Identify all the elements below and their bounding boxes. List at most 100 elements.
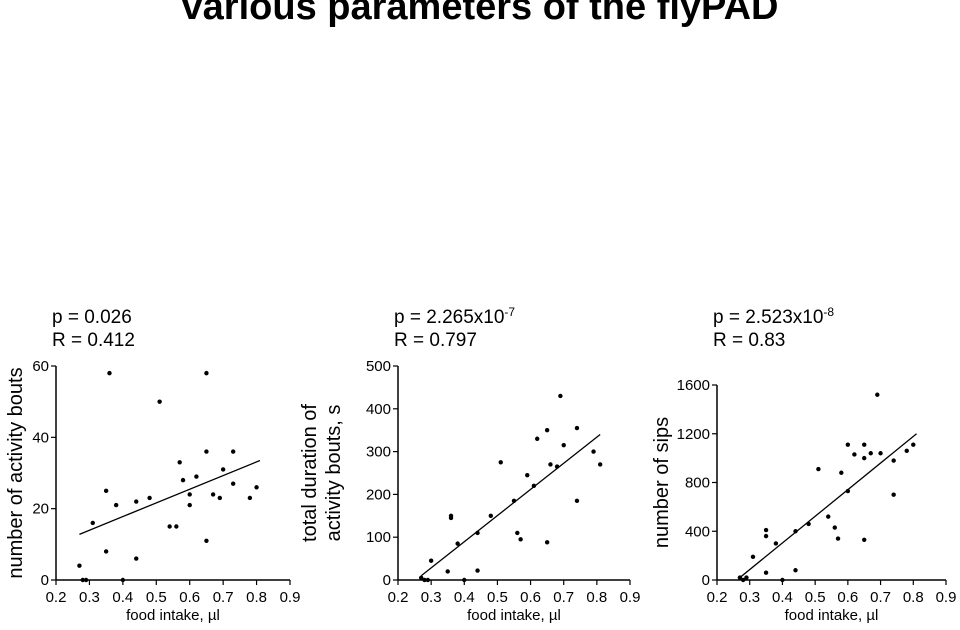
y-tick-label: 300 (366, 444, 391, 461)
regression-line (739, 433, 917, 579)
data-point (448, 515, 454, 521)
x-tick-label: 0.3 (79, 589, 100, 606)
data-point (574, 498, 580, 504)
x-tick-label: 0.2 (707, 589, 728, 606)
data-point (515, 530, 520, 536)
data-point (428, 558, 434, 563)
data-point (425, 577, 431, 583)
x-tick-label: 0.7 (870, 589, 891, 606)
y-tick-label: 0 (702, 572, 710, 589)
data-point (134, 499, 139, 504)
p-value-label: p = 2.523x10-8 (713, 305, 834, 328)
y-tick-label: 800 (685, 475, 710, 492)
data-point (419, 575, 424, 581)
data-point (544, 428, 550, 433)
x-tick-label: 0.9 (620, 589, 641, 606)
data-point (763, 570, 769, 575)
data-point (103, 488, 109, 494)
data-point (763, 533, 769, 539)
data-point (868, 451, 873, 456)
data-point (511, 498, 517, 504)
data-point (462, 577, 467, 583)
x-axis-label: food intake, µl (126, 607, 220, 624)
page-title: various parameters of the flyPAD (181, 0, 779, 28)
data-point (217, 495, 222, 501)
data-point (911, 442, 916, 447)
data-point (422, 577, 427, 583)
data-point (904, 448, 909, 454)
data-point (518, 537, 523, 542)
data-point (845, 488, 851, 494)
data-point (531, 483, 537, 489)
data-point (498, 460, 503, 465)
data-point (574, 425, 580, 431)
data-point (80, 577, 85, 583)
data-point (247, 495, 253, 501)
x-tick-label: 0.9 (936, 589, 957, 606)
y-tick-label: 0 (41, 572, 49, 589)
data-point (174, 524, 179, 529)
data-point (750, 554, 756, 560)
data-point (737, 575, 743, 580)
r-value-label: R = 0.797 (394, 330, 477, 351)
data-point (204, 538, 209, 543)
data-point (591, 449, 596, 454)
data-point (488, 513, 493, 518)
x-tick-label: 0.5 (805, 589, 826, 606)
data-point (862, 442, 867, 447)
p-value-label: p = 2.265x10-7 (394, 305, 515, 328)
x-tick-label: 0.2 (46, 589, 67, 606)
data-point (445, 569, 450, 574)
x-tick-label: 0.4 (112, 589, 133, 606)
data-point (535, 436, 540, 441)
data-point (875, 392, 880, 397)
data-point (561, 442, 566, 448)
x-tick-label: 0.4 (454, 589, 475, 606)
data-point (845, 442, 851, 447)
data-point (740, 577, 746, 583)
y-tick-label: 400 (685, 523, 710, 540)
y-axis-label: number of sips (651, 417, 673, 548)
x-tick-label: 0.3 (421, 589, 442, 606)
data-point (835, 536, 841, 541)
data-point (832, 525, 837, 530)
y-axis-label: activity bouts, s (323, 405, 345, 542)
data-point (780, 577, 785, 583)
y-axis-label: number of activity bouts (5, 367, 27, 578)
data-point (558, 393, 563, 399)
regression-line (79, 459, 261, 535)
p-value-label: p = 0.026 (52, 307, 132, 328)
data-point (83, 577, 89, 583)
x-tick-label: 0.3 (739, 589, 760, 606)
data-point (852, 452, 857, 457)
data-point (157, 399, 162, 404)
data-point (544, 540, 550, 545)
data-point (204, 449, 209, 454)
x-tick-label: 0.8 (246, 589, 267, 606)
data-point (793, 529, 798, 534)
x-tick-label: 0.6 (179, 589, 200, 606)
data-point (194, 474, 199, 479)
data-point (862, 537, 867, 542)
x-tick-label: 0.8 (586, 589, 607, 606)
r-value-label: R = 0.83 (713, 330, 785, 351)
data-point (147, 495, 152, 501)
y-tick-label: 500 (366, 358, 391, 375)
x-tick-label: 0.5 (146, 589, 167, 606)
data-point (77, 563, 82, 568)
data-point (187, 492, 192, 497)
data-point (107, 370, 112, 376)
y-tick-label: 400 (366, 401, 391, 418)
data-point (891, 458, 896, 463)
data-point (177, 460, 182, 465)
data-point (187, 502, 192, 508)
data-point (839, 470, 844, 475)
data-point (826, 514, 831, 519)
data-point (230, 449, 236, 454)
x-tick-label: 0.7 (213, 589, 234, 606)
regression-line (420, 433, 601, 577)
data-point (744, 575, 749, 580)
y-tick-label: 100 (366, 529, 391, 546)
data-point (180, 477, 186, 483)
